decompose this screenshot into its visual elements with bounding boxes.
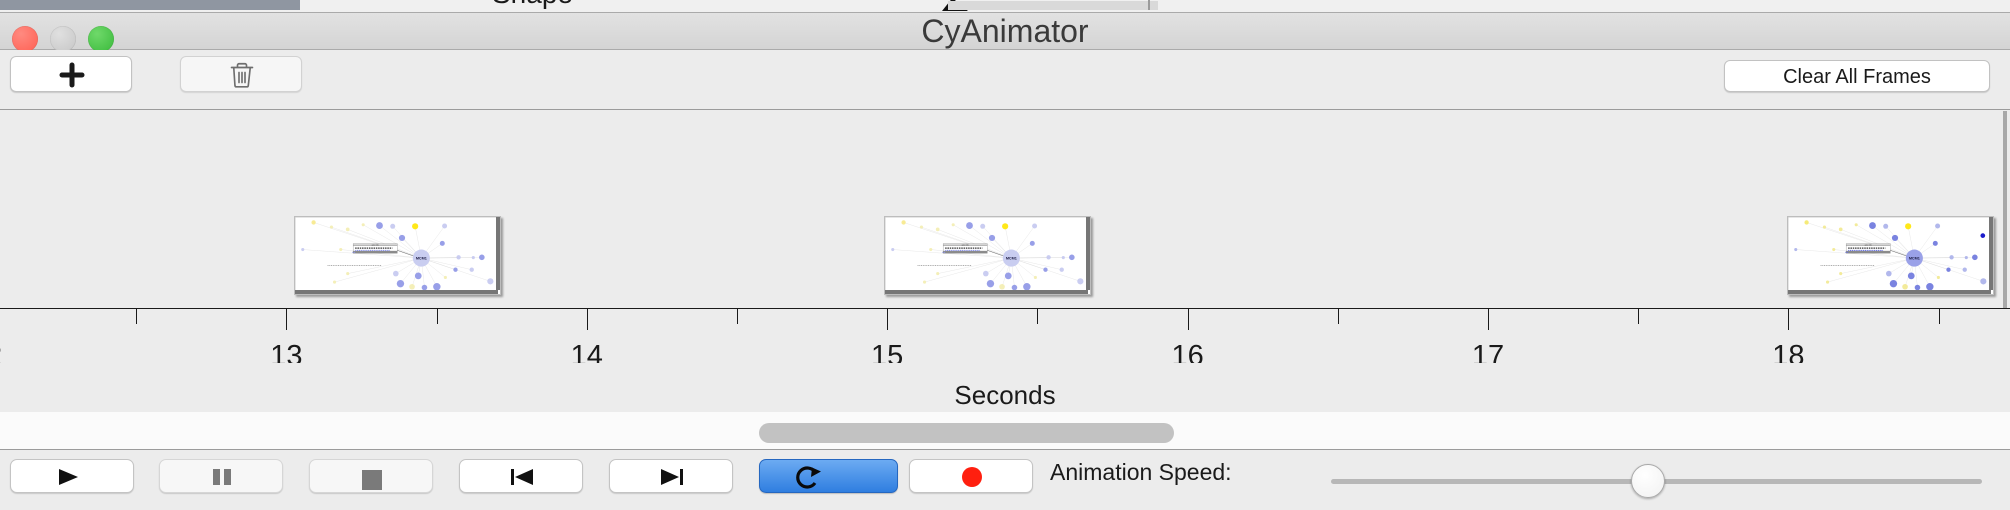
svg-text:MCM1: MCM1 [1909,257,1920,261]
svg-text:gene info: gene info [1865,244,1872,246]
svg-text:gene info: gene info [962,244,969,246]
svg-text:MCM1: MCM1 [1006,257,1017,261]
svg-text:MCM1: MCM1 [416,257,427,261]
svg-text:gene info: gene info [372,244,379,246]
